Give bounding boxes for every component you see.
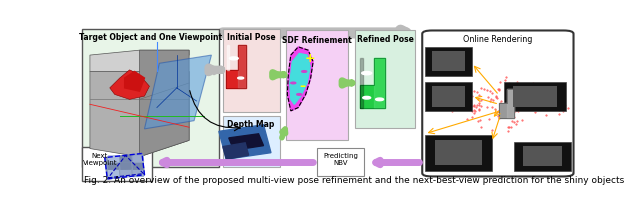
FancyBboxPatch shape <box>432 51 465 71</box>
Polygon shape <box>499 89 514 118</box>
Text: Target Object and One Viewpoint: Target Object and One Viewpoint <box>79 33 223 42</box>
FancyBboxPatch shape <box>317 148 364 176</box>
FancyBboxPatch shape <box>83 29 219 167</box>
Circle shape <box>362 72 372 75</box>
FancyBboxPatch shape <box>422 30 573 176</box>
Polygon shape <box>133 163 143 169</box>
Text: Predicting
NBV: Predicting NBV <box>323 154 358 167</box>
Text: –: – <box>299 80 305 93</box>
Polygon shape <box>145 55 211 129</box>
Polygon shape <box>108 170 118 176</box>
FancyBboxPatch shape <box>432 86 465 106</box>
Polygon shape <box>223 143 249 159</box>
Polygon shape <box>121 163 131 169</box>
FancyBboxPatch shape <box>425 82 472 111</box>
Text: Initial Pose: Initial Pose <box>227 33 275 42</box>
Polygon shape <box>140 50 189 157</box>
Text: Fig. 2: An overview of the proposed multi-view pose refinement and the next-best: Fig. 2: An overview of the proposed mult… <box>84 176 624 186</box>
Circle shape <box>229 57 238 60</box>
Text: SDF Refinement: SDF Refinement <box>282 36 351 45</box>
Polygon shape <box>507 89 514 118</box>
Circle shape <box>237 77 244 79</box>
Text: Refined Pose: Refined Pose <box>356 35 413 44</box>
Polygon shape <box>125 72 145 91</box>
Text: Next
Viewpoint: Next Viewpoint <box>83 153 117 166</box>
Circle shape <box>363 96 371 99</box>
Polygon shape <box>90 50 189 72</box>
Circle shape <box>376 98 383 101</box>
Polygon shape <box>360 58 363 108</box>
Polygon shape <box>290 53 310 104</box>
FancyBboxPatch shape <box>223 116 280 167</box>
Polygon shape <box>227 45 246 88</box>
FancyBboxPatch shape <box>83 147 152 181</box>
FancyBboxPatch shape <box>286 30 348 140</box>
Polygon shape <box>121 156 131 162</box>
Polygon shape <box>237 45 246 88</box>
Polygon shape <box>374 58 385 108</box>
Circle shape <box>301 71 307 72</box>
Polygon shape <box>219 125 271 159</box>
Polygon shape <box>108 163 118 169</box>
Polygon shape <box>360 58 385 108</box>
FancyBboxPatch shape <box>425 47 472 76</box>
Polygon shape <box>108 156 118 162</box>
Polygon shape <box>227 45 229 70</box>
Polygon shape <box>110 70 150 99</box>
Polygon shape <box>105 154 145 179</box>
Polygon shape <box>121 170 131 176</box>
Circle shape <box>291 82 296 84</box>
FancyBboxPatch shape <box>522 146 563 166</box>
Polygon shape <box>133 156 143 162</box>
FancyBboxPatch shape <box>514 142 571 171</box>
Polygon shape <box>229 134 264 150</box>
FancyBboxPatch shape <box>435 140 482 165</box>
Polygon shape <box>90 72 189 157</box>
Polygon shape <box>287 47 313 111</box>
Text: Online Rendering: Online Rendering <box>463 35 532 44</box>
FancyBboxPatch shape <box>513 86 557 106</box>
FancyBboxPatch shape <box>425 135 492 171</box>
FancyBboxPatch shape <box>504 82 566 111</box>
Circle shape <box>297 94 301 95</box>
Text: +: + <box>305 52 315 65</box>
FancyBboxPatch shape <box>355 30 415 128</box>
Text: Depth Map: Depth Map <box>227 120 275 129</box>
Polygon shape <box>133 170 143 176</box>
FancyBboxPatch shape <box>223 29 280 112</box>
